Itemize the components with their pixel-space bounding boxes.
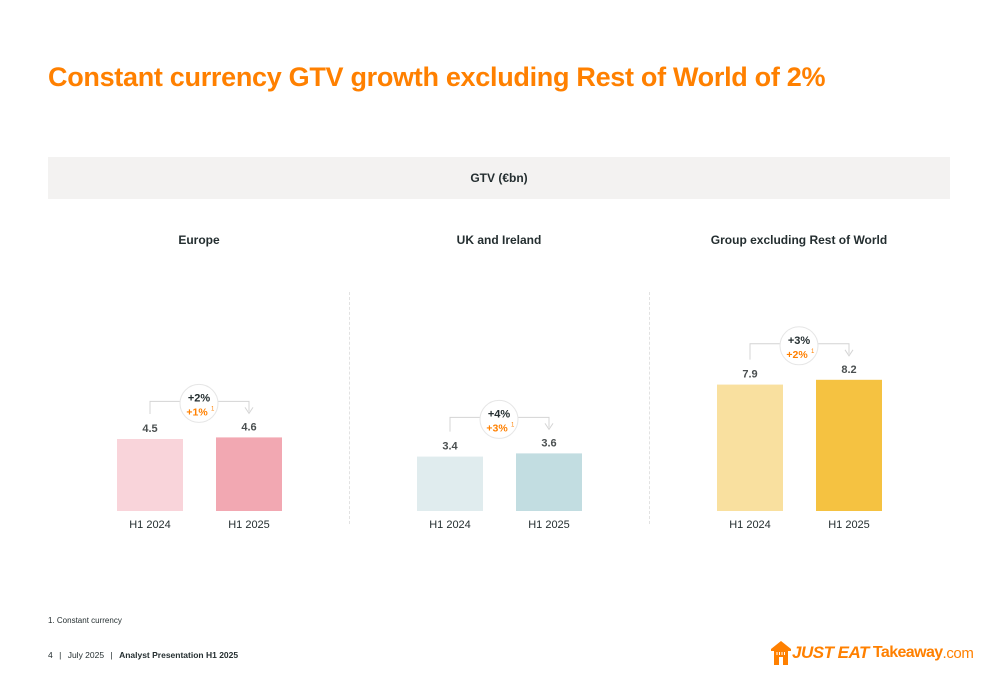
just-eat-takeaway-logo: JUST EAT Takeaway .com [770, 640, 974, 666]
house-logo-icon [771, 641, 791, 665]
panel-title-uk-ireland: UK and Ireland [456, 233, 542, 247]
growth-arrowhead [244, 407, 254, 415]
bar [117, 439, 183, 511]
panel-divider [649, 292, 650, 524]
gtv-band: GTV (€bn) [48, 157, 950, 199]
growth-arrowhead [544, 423, 554, 431]
x-tick-label: H1 2025 [228, 519, 270, 531]
growth-constant-currency-label: +3% [486, 422, 508, 434]
growth-footnote-marker: 1 [811, 349, 815, 355]
bar [717, 384, 783, 511]
growth-bubble [179, 383, 219, 423]
growth-footnote-marker: 1 [211, 406, 215, 412]
bar-value-label: 8.2 [841, 364, 856, 376]
panel-title-group-ex-row: Group excluding Rest of World [710, 233, 888, 247]
logo-takeaway: Takeaway [872, 644, 943, 661]
growth-connector [218, 400, 250, 412]
footnote: 1. Constant currency [48, 616, 122, 625]
bar-value-label: 7.9 [742, 369, 757, 381]
growth-connector [518, 416, 550, 428]
footer-page-number: 4 [48, 650, 53, 660]
panel-title-europe: Europe [178, 233, 220, 247]
growth-connector [449, 416, 480, 432]
logo-com: .com [942, 644, 974, 662]
growth-connector [749, 343, 780, 360]
bar-value-label: 3.4 [442, 441, 458, 453]
x-tick-label: H1 2025 [528, 519, 570, 531]
growth-connector [149, 400, 180, 414]
bar [417, 456, 483, 511]
growth-connector [818, 343, 850, 354]
x-tick-label: H1 2024 [129, 519, 171, 531]
bar-value-label: 4.6 [241, 421, 256, 433]
bar [516, 453, 582, 511]
growth-constant-currency-label: +2% [786, 349, 808, 361]
growth-bubble [779, 326, 819, 366]
bar-value-label: 4.5 [142, 423, 157, 435]
logo-just-eat: JUST EAT [792, 643, 869, 662]
bar-value-label: 3.6 [541, 437, 556, 449]
x-tick-label: H1 2024 [429, 519, 471, 531]
x-tick-label: H1 2024 [729, 519, 771, 531]
bar [816, 379, 882, 511]
panel-divider [349, 292, 350, 524]
growth-constant-currency-label: +1% [186, 406, 208, 418]
footer-document-title: Analyst Presentation H1 2025 [119, 650, 239, 660]
growth-reported-label: +3% [788, 335, 811, 347]
x-tick-label: H1 2025 [828, 519, 870, 531]
growth-reported-label: +2% [188, 392, 211, 404]
growth-arrowhead [844, 349, 854, 357]
footer: 4 | July 2025 | Analyst Presentation H1 … [48, 650, 239, 660]
footer-date: July 2025 [67, 650, 105, 660]
gtv-band-label: GTV (€bn) [470, 171, 528, 185]
growth-reported-label: +4% [488, 408, 511, 420]
growth-bubble [479, 399, 519, 439]
page-title: Constant currency GTV growth excluding R… [48, 62, 826, 92]
bar [216, 437, 282, 511]
growth-footnote-marker: 1 [511, 422, 515, 428]
